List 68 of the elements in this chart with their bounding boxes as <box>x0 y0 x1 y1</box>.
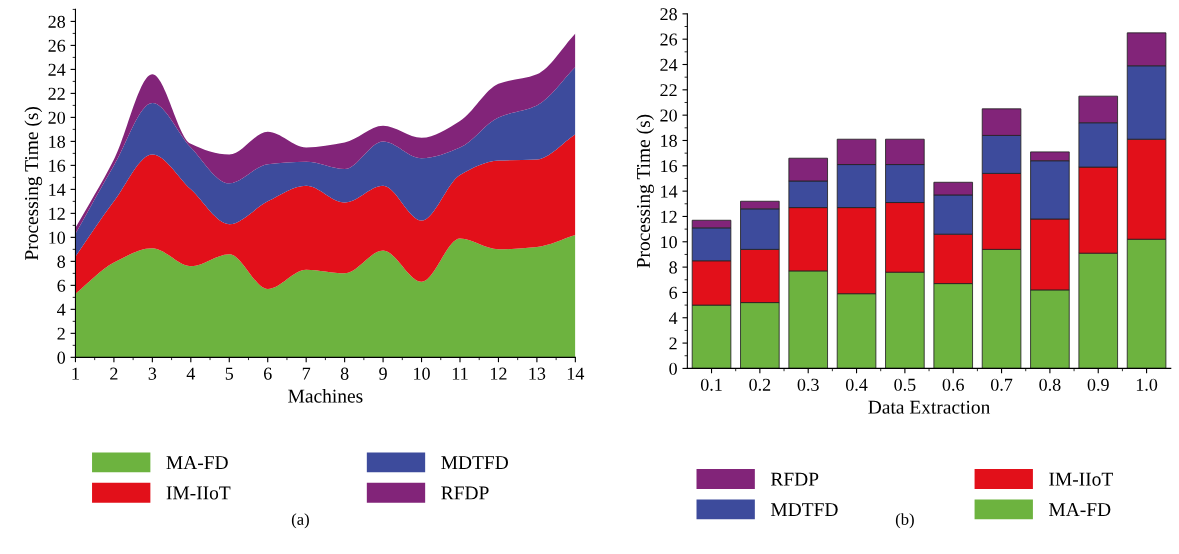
y-tick-label: 20 <box>660 109 677 122</box>
y-tick-label: 8 <box>57 255 66 268</box>
legend-label: IM-IIoT <box>166 486 231 500</box>
legend-label: IM-IIoT <box>1049 472 1113 486</box>
y-tick-label: 22 <box>48 87 65 100</box>
x-tick-label: 11 <box>452 367 468 380</box>
y-tick-label: 18 <box>49 135 66 148</box>
y-tick-label: 24 <box>660 58 678 71</box>
legend-label: MDTFD <box>770 503 838 516</box>
x-tick-label: 14 <box>567 367 585 380</box>
y-axis-title: Processing Time (s) <box>24 106 43 261</box>
y-tick-label: 10 <box>661 236 677 249</box>
x-tick-label: 8 <box>340 367 349 380</box>
text: (a) <box>291 513 309 529</box>
legend-label: RFDP <box>441 486 489 500</box>
y-tick-label: 24 <box>48 63 66 76</box>
y-tick-label: 0 <box>57 351 66 364</box>
x-tick-label: 4 <box>186 367 196 380</box>
y-tick-label: 2 <box>669 337 677 350</box>
x-tick-label: 0.3 <box>797 378 819 391</box>
legend-label: MDTFD <box>441 456 508 469</box>
x-tick-label: 0.8 <box>1039 378 1061 391</box>
y-tick-label: 0 <box>669 362 677 375</box>
legend-label: MA-FD <box>1049 503 1111 516</box>
y-tick-label: 2 <box>57 327 65 340</box>
y-tick-label: 14 <box>661 185 678 198</box>
x-tick-label: 13 <box>529 367 546 380</box>
y-tick-label: 20 <box>48 111 66 124</box>
x-tick-label: 0.9 <box>1087 378 1109 391</box>
y-tick-label: 8 <box>669 261 677 274</box>
legend-label: MA-FD <box>166 456 228 469</box>
x-tick-label: 7 <box>302 367 311 380</box>
x-tick-label: 10 <box>414 367 430 380</box>
x-tick-label: 5 <box>225 367 234 380</box>
x-tick-label: 0.5 <box>894 378 916 391</box>
x-tick-label: 0.6 <box>942 378 964 391</box>
y-tick-label: 16 <box>49 159 66 172</box>
y-tick-label: 12 <box>49 207 65 220</box>
x-axis-title: Data Extraction <box>868 400 991 414</box>
x-tick-label: 3 <box>148 367 157 380</box>
x-tick-label: 12 <box>491 367 507 380</box>
legend-label: RFDP <box>770 472 819 486</box>
y-tick-label: 6 <box>57 279 66 292</box>
y-tick-label: 26 <box>48 39 66 52</box>
x-tick-label: 2 <box>110 367 118 380</box>
y-tick-label: 22 <box>660 84 677 97</box>
x-tick-label: 1 <box>72 367 79 380</box>
y-tick-label: 18 <box>661 134 677 147</box>
y-tick-label: 16 <box>661 160 678 173</box>
y-tick-label: 26 <box>660 33 678 46</box>
y-tick-label: 14 <box>49 183 66 196</box>
y-tick-label: 28 <box>660 8 677 21</box>
text: (b) <box>895 513 914 529</box>
y-tick-label: 4 <box>57 303 66 316</box>
y-tick-label: 28 <box>48 15 66 28</box>
x-tick-label: 0.2 <box>749 378 771 391</box>
y-tick-label: 12 <box>661 210 677 223</box>
x-tick-label: 9 <box>379 367 387 380</box>
y-tick-label: 6 <box>669 286 678 299</box>
y-tick-label: 10 <box>49 231 66 244</box>
y-tick-label: 4 <box>668 312 678 325</box>
x-tick-label: 6 <box>263 367 272 380</box>
x-tick-label: 1.0 <box>1136 378 1158 391</box>
x-axis-title: Machines <box>288 388 363 403</box>
x-tick-label: 0.1 <box>700 378 722 391</box>
x-tick-label: 0.7 <box>990 378 1013 391</box>
y-axis-title: Processing Time (s) <box>636 114 655 268</box>
x-tick-label: 0.4 <box>845 378 868 391</box>
